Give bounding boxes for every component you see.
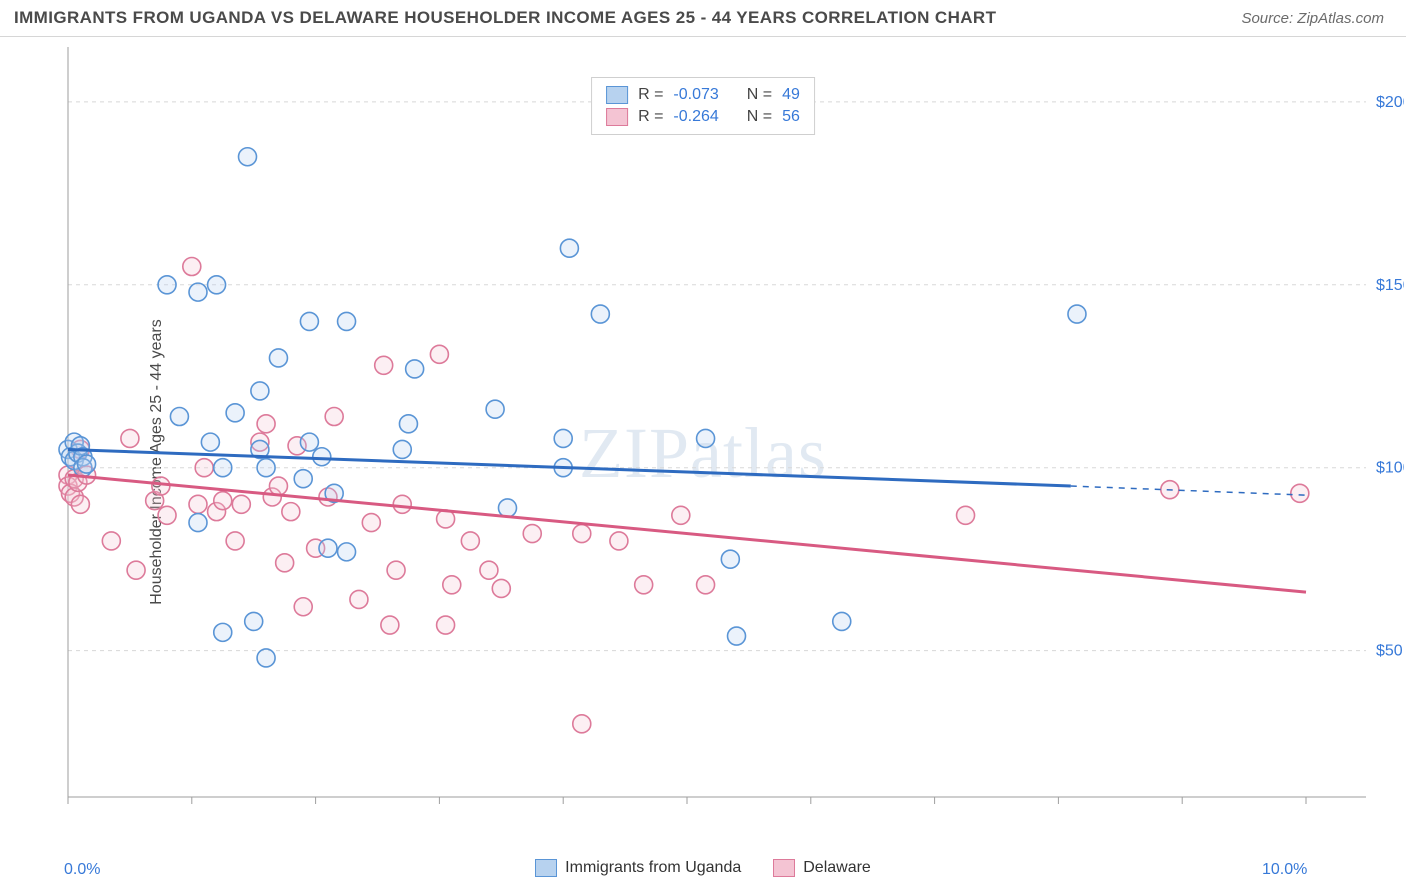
legend-item-uganda: Immigrants from Uganda xyxy=(535,859,741,877)
legend-swatch-uganda xyxy=(535,859,557,877)
svg-text:$150,000: $150,000 xyxy=(1376,277,1404,294)
scatter-plot: $50,000 $100,000 $150,000 $200,000 xyxy=(48,37,1404,827)
svg-text:$200,000: $200,000 xyxy=(1376,94,1404,111)
legend-swatch-delaware xyxy=(606,108,628,126)
legend-label-uganda: Immigrants from Uganda xyxy=(565,859,741,877)
legend-n-delaware: 56 xyxy=(782,108,800,126)
x-tick-max: 10.0% xyxy=(1262,861,1307,879)
legend-row-delaware: R = -0.264 N = 56 xyxy=(606,106,800,128)
legend-swatch-delaware xyxy=(773,859,795,877)
chart-title: IMMIGRANTS FROM UGANDA VS DELAWARE HOUSE… xyxy=(14,8,996,28)
chart-container: Householder Income Ages 25 - 44 years ZI… xyxy=(0,37,1406,887)
legend-r-uganda: -0.073 xyxy=(673,86,718,104)
legend-swatch-uganda xyxy=(606,86,628,104)
legend-n-uganda: 49 xyxy=(782,86,800,104)
legend-r-label: R = xyxy=(638,108,663,126)
svg-text:$50,000: $50,000 xyxy=(1376,643,1404,660)
legend-row-uganda: R = -0.073 N = 49 xyxy=(606,84,800,106)
x-tick-min: 0.0% xyxy=(64,861,100,879)
legend-n-label: N = xyxy=(747,108,772,126)
legend-n-label: N = xyxy=(747,86,772,104)
legend-series: Immigrants from Uganda Delaware xyxy=(0,853,1406,887)
legend-r-label: R = xyxy=(638,86,663,104)
title-bar: IMMIGRANTS FROM UGANDA VS DELAWARE HOUSE… xyxy=(0,0,1406,37)
source-label: Source: ZipAtlas.com xyxy=(1241,10,1384,27)
legend-item-delaware: Delaware xyxy=(773,859,871,877)
legend-label-delaware: Delaware xyxy=(803,859,871,877)
legend-r-delaware: -0.264 xyxy=(673,108,718,126)
svg-text:$100,000: $100,000 xyxy=(1376,460,1404,477)
legend-correlation: R = -0.073 N = 49 R = -0.264 N = 56 xyxy=(591,77,815,135)
